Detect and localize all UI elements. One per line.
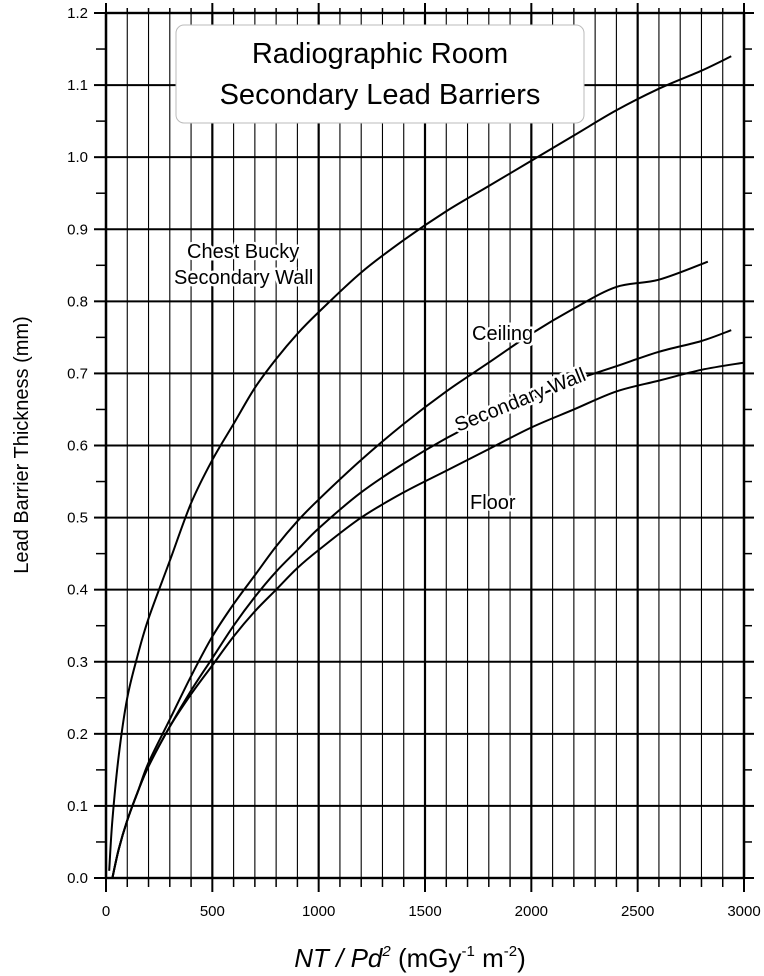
- axis-ticks: 0.0 0.1 0.2 0.3 0.4 0.5 0.6 0.7 0.8 0.9 1.0 1.1 1.2 0…: [67, 3, 761, 920]
- series-label-ceiling: Ceiling: [472, 323, 533, 345]
- chart-title-line-2: Secondary Lead Barriers: [220, 79, 541, 111]
- y-tick-label: 0.8: [67, 293, 88, 310]
- series-label-secondary-wall: Secondary Wall: [452, 364, 589, 437]
- x-tick-label: 500: [200, 903, 225, 920]
- x-tick-label: 1500: [408, 903, 441, 920]
- curve-labels: Chest Bucky Secondary Wall Ceiling Secon…: [172, 239, 592, 517]
- y-tick-label: 0.5: [67, 510, 88, 527]
- title-box-frame: [175, 24, 585, 124]
- series-line-0: [108, 55, 732, 871]
- grid: [104, 11, 746, 880]
- x-axis-title-unit-exp2: -2: [504, 943, 517, 960]
- title-box: Radiographic Room Secondary Lead Barrier…: [175, 24, 585, 124]
- x-tick-label: 1000: [302, 903, 335, 920]
- x-axis-title-slash: /: [329, 943, 351, 973]
- series-line-1: [111, 260, 709, 879]
- x-tick-label: 0: [102, 903, 110, 920]
- series-line-3: [111, 361, 745, 879]
- y-tick-label: 0.0: [67, 870, 88, 887]
- y-tick-label: 0.7: [67, 365, 88, 382]
- y-tick-label: 0.3: [67, 654, 88, 671]
- y-tick-label: 1.2: [67, 5, 88, 22]
- x-axis-title: NT / Pd2 (mGy-1 m-2): [294, 943, 526, 973]
- series-label-floor: Floor: [470, 492, 516, 514]
- y-tick-label: 1.0: [67, 149, 88, 166]
- x-axis-title-sq: 2: [381, 943, 391, 960]
- x-tick-label: 2500: [621, 903, 654, 920]
- y-tick-label: 0.1: [67, 798, 88, 815]
- chart-title-line-1: Radiographic Room: [252, 38, 508, 70]
- y-tick-label: 0.4: [67, 582, 88, 599]
- x-tick-label: 2000: [515, 903, 548, 920]
- x-axis-title-unit-m: m: [475, 943, 504, 973]
- y-axis-title: Lead Barrier Thickness (mm): [11, 316, 33, 573]
- x-tick-label: 3000: [727, 903, 760, 920]
- series-lines: [108, 55, 745, 879]
- x-axis-title-unit-exp1: -1: [462, 943, 475, 960]
- series-label-chest-bucky-line-2: Secondary Wall: [174, 267, 313, 289]
- x-axis-title-pd: Pd: [351, 943, 384, 973]
- series-label-chest-bucky-line-1: Chest Bucky: [187, 241, 299, 263]
- y-tick-label: 1.1: [67, 77, 88, 94]
- x-axis-title-nt: NT: [294, 943, 331, 973]
- y-tick-label: 0.6: [67, 438, 88, 455]
- x-axis-title-unit-close: ): [517, 943, 526, 973]
- x-axis-title-unit-open: (mGy: [391, 943, 462, 973]
- y-tick-label: 0.9: [67, 221, 88, 238]
- y-tick-label: 0.2: [67, 726, 88, 743]
